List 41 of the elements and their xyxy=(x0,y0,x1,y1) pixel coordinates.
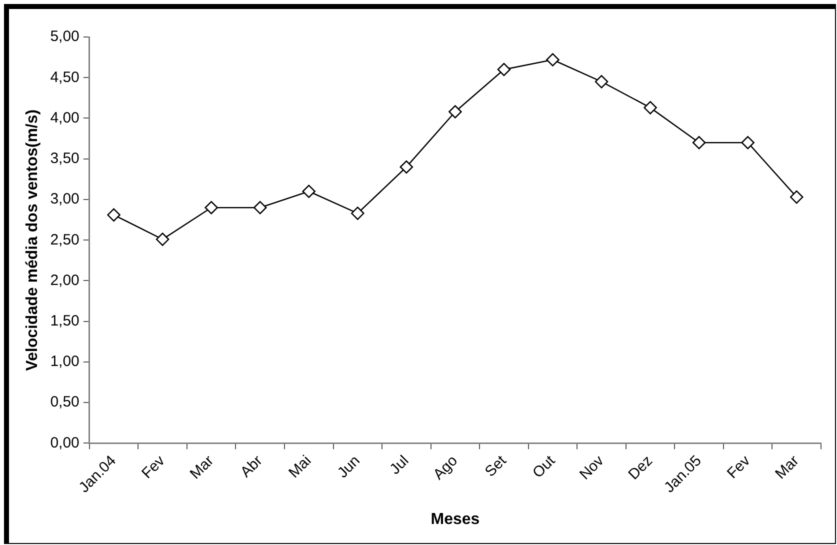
x-tick-label: Jul xyxy=(386,452,412,478)
point xyxy=(546,53,560,66)
x-tick-label: Out xyxy=(529,452,560,482)
point xyxy=(692,136,706,150)
point xyxy=(107,208,120,222)
y-tick-label: 5,00 xyxy=(50,28,80,46)
y-tick-label: 4,00 xyxy=(50,109,80,126)
point xyxy=(204,200,218,214)
x-tick-label: Mar xyxy=(772,452,802,483)
point xyxy=(594,75,608,88)
x-tick-label: Abr xyxy=(237,452,266,481)
point xyxy=(302,184,316,198)
point xyxy=(253,200,267,214)
point xyxy=(400,160,414,174)
point xyxy=(351,206,364,220)
point xyxy=(644,101,657,114)
x-tick-label: Fev xyxy=(138,452,169,482)
point xyxy=(448,105,462,118)
x-tick-label: Dez xyxy=(625,452,656,484)
y-tick-label: 2,00 xyxy=(50,272,80,289)
x-tick-label: Set xyxy=(482,452,510,480)
y-tick-label: 1,00 xyxy=(50,353,80,370)
y-tick-label: 1,50 xyxy=(50,312,80,330)
y-tick-label: 4,50 xyxy=(50,68,80,86)
y-tick-label: 3,00 xyxy=(50,190,80,208)
point xyxy=(790,190,804,204)
x-tick-label: Mai xyxy=(286,452,315,482)
point xyxy=(497,62,511,76)
y-tick-label: 0,50 xyxy=(50,394,80,411)
x-tick-label: Jun xyxy=(334,452,364,482)
point xyxy=(741,136,754,150)
x-tick-label: Ago xyxy=(430,452,461,484)
x-tick-label: Fev xyxy=(724,452,754,482)
y-tick-label: 0,00 xyxy=(50,434,80,452)
x-axis-title: Meses xyxy=(430,510,480,528)
y-tick-label: 2,50 xyxy=(50,231,80,248)
x-tick-label: Mar xyxy=(186,452,218,483)
y-tick-label: 3,50 xyxy=(50,150,80,168)
y-axis-title: Velocidade média dos ventos(m/s) xyxy=(24,109,42,371)
point xyxy=(156,232,170,246)
x-tick-label: Nov xyxy=(576,452,608,484)
